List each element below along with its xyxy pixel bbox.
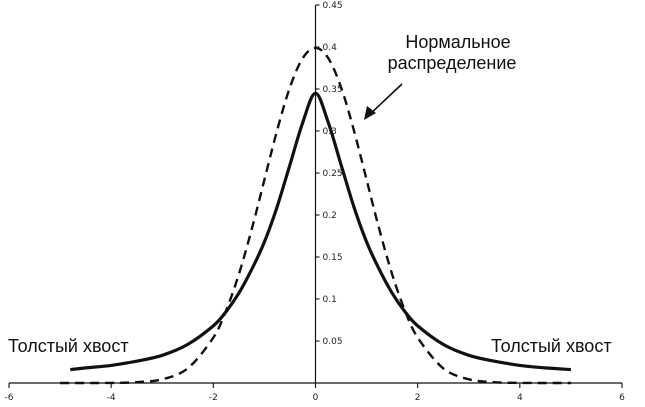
axes bbox=[9, 5, 622, 384]
annotation-arrow-icon bbox=[364, 106, 376, 120]
x-tick-label: 6 bbox=[619, 393, 625, 403]
x-ticks: -6 -4 -2 0 2 4 6 bbox=[5, 383, 625, 403]
y-tick-label: 0.4 bbox=[323, 43, 338, 53]
y-tick-label: 0.05 bbox=[323, 337, 343, 347]
y-tick-label: 0.1 bbox=[323, 295, 337, 305]
y-tick-label: 0.35 bbox=[323, 85, 343, 95]
x-tick-label: -2 bbox=[209, 393, 218, 403]
y-tick-label: 0.2 bbox=[323, 211, 337, 221]
tail-right-annotation: Толстый хвост bbox=[491, 336, 612, 356]
y-tick-label: 0.3 bbox=[323, 127, 337, 137]
y-tick-label: 0.45 bbox=[323, 1, 343, 11]
x-tick-label: -6 bbox=[5, 393, 14, 403]
tail-left-annotation: Толстый хвост bbox=[8, 336, 129, 356]
x-tick-label: 4 bbox=[517, 393, 523, 403]
x-tick-label: 0 bbox=[313, 393, 319, 403]
x-tick-label: 2 bbox=[415, 393, 421, 403]
fat-tail-distribution-line bbox=[70, 91, 572, 372]
x-tick-label: -4 bbox=[107, 393, 116, 403]
normal-distribution-line bbox=[60, 46, 571, 385]
y-tick-label: 0.25 bbox=[323, 169, 343, 179]
y-ticks: 0.05 0.1 0.15 0.2 0.25 0.3 0.35 0.4 0.45 bbox=[315, 1, 343, 347]
annotation-arrow-shaft bbox=[367, 83, 403, 117]
y-tick-label: 0.15 bbox=[323, 253, 343, 263]
normal-annotation-line1: Нормальное bbox=[405, 32, 510, 52]
normal-annotation-line2: распределение bbox=[388, 53, 517, 73]
annotations: Нормальное распределение Толстый хвост Т… bbox=[8, 32, 612, 356]
series-layer bbox=[60, 46, 572, 385]
